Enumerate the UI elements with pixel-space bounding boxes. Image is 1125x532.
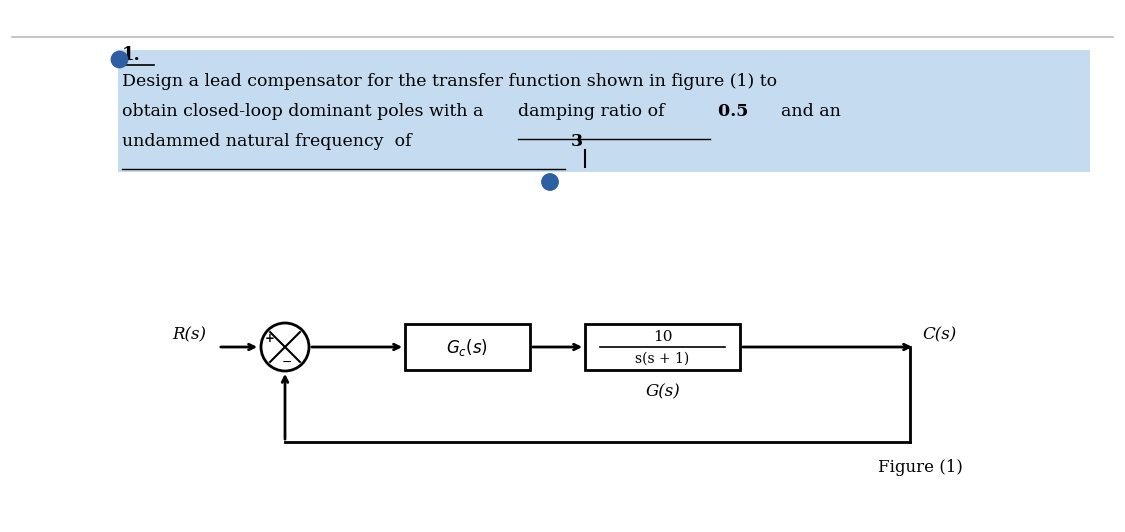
FancyBboxPatch shape [118, 50, 1090, 172]
Text: damping ratio of: damping ratio of [518, 103, 665, 120]
Text: Figure (1): Figure (1) [878, 459, 962, 476]
Text: R(s): R(s) [172, 327, 206, 344]
Text: s(s + 1): s(s + 1) [636, 352, 690, 366]
Text: Design a lead compensator for the transfer function shown in figure (1) to: Design a lead compensator for the transf… [122, 73, 777, 90]
Text: +: + [266, 331, 274, 345]
Bar [405, 324, 530, 370]
Text: C(s): C(s) [922, 327, 956, 344]
Text: 0.5: 0.5 [712, 103, 748, 120]
Text: 10: 10 [652, 330, 673, 344]
Circle shape [111, 51, 128, 68]
Text: undammed natural frequency  of: undammed natural frequency of [122, 133, 412, 150]
Text: G(s): G(s) [645, 384, 680, 401]
Text: −: − [281, 355, 292, 369]
Text: $G_c(s)$: $G_c(s)$ [447, 337, 488, 358]
Text: obtain closed-loop dominant poles with a: obtain closed-loop dominant poles with a [122, 103, 489, 120]
Circle shape [542, 174, 558, 190]
Text: and an: and an [770, 103, 840, 120]
Text: 1.: 1. [122, 46, 141, 64]
Text: 3: 3 [565, 133, 583, 150]
Bar [585, 324, 740, 370]
